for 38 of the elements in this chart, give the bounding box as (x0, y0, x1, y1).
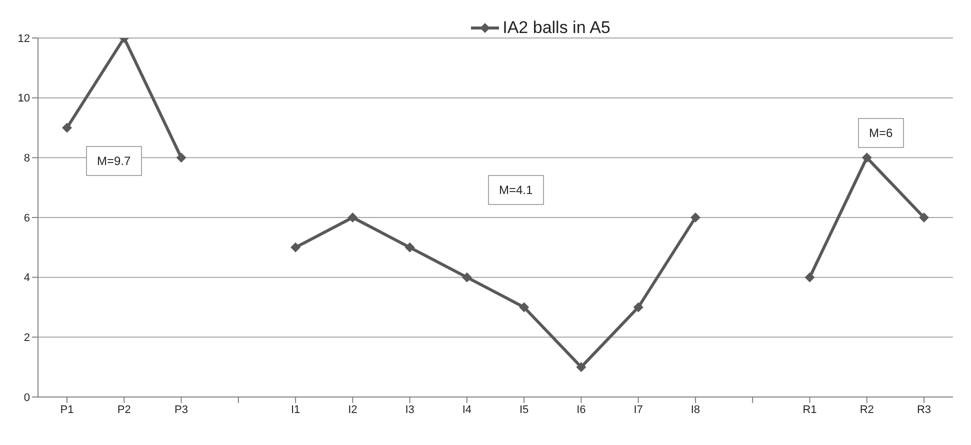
x-tick-label: I7 (634, 404, 643, 416)
y-tick-label: 2 (24, 332, 30, 344)
point (633, 302, 644, 312)
point (862, 152, 872, 163)
x-tick-label: P2 (117, 404, 131, 416)
legend-label: IA2 balls in A5 (502, 18, 610, 38)
point (62, 122, 72, 133)
x-tick-label: R3 (916, 404, 932, 416)
x-tick-label: P1 (60, 404, 74, 416)
point (804, 272, 815, 282)
x-tick-label: I6 (576, 404, 586, 416)
point (348, 212, 358, 222)
y-tick-label: 4 (24, 272, 30, 284)
x-tick-label: I5 (519, 404, 529, 416)
point (519, 302, 530, 312)
x-tick-label: I2 (348, 404, 358, 416)
point (462, 272, 472, 282)
point (690, 212, 700, 222)
point (176, 152, 186, 163)
x-tick-label: R2 (860, 404, 874, 416)
point (919, 212, 929, 222)
point (404, 242, 415, 252)
annotation: M=9.7 (86, 146, 142, 176)
y-tick-label: 6 (24, 212, 30, 224)
x-tick-label: P3 (174, 404, 188, 416)
x-tick-label: I8 (690, 404, 700, 416)
point (576, 362, 586, 372)
x-tick-label: I1 (290, 404, 300, 416)
y-tick-label: 8 (24, 152, 30, 165)
x-tick-label: I3 (405, 404, 414, 416)
y-tick-label: 0 (24, 392, 30, 404)
x-tick-label: I4 (462, 404, 472, 416)
y-tick-label: 10 (18, 92, 30, 105)
point (290, 242, 301, 252)
annotation: M=4.1 (488, 175, 544, 205)
annotation: M=6 (858, 118, 904, 148)
y-tick-label: 12 (18, 32, 30, 45)
x-tick-label: R1 (802, 404, 817, 416)
